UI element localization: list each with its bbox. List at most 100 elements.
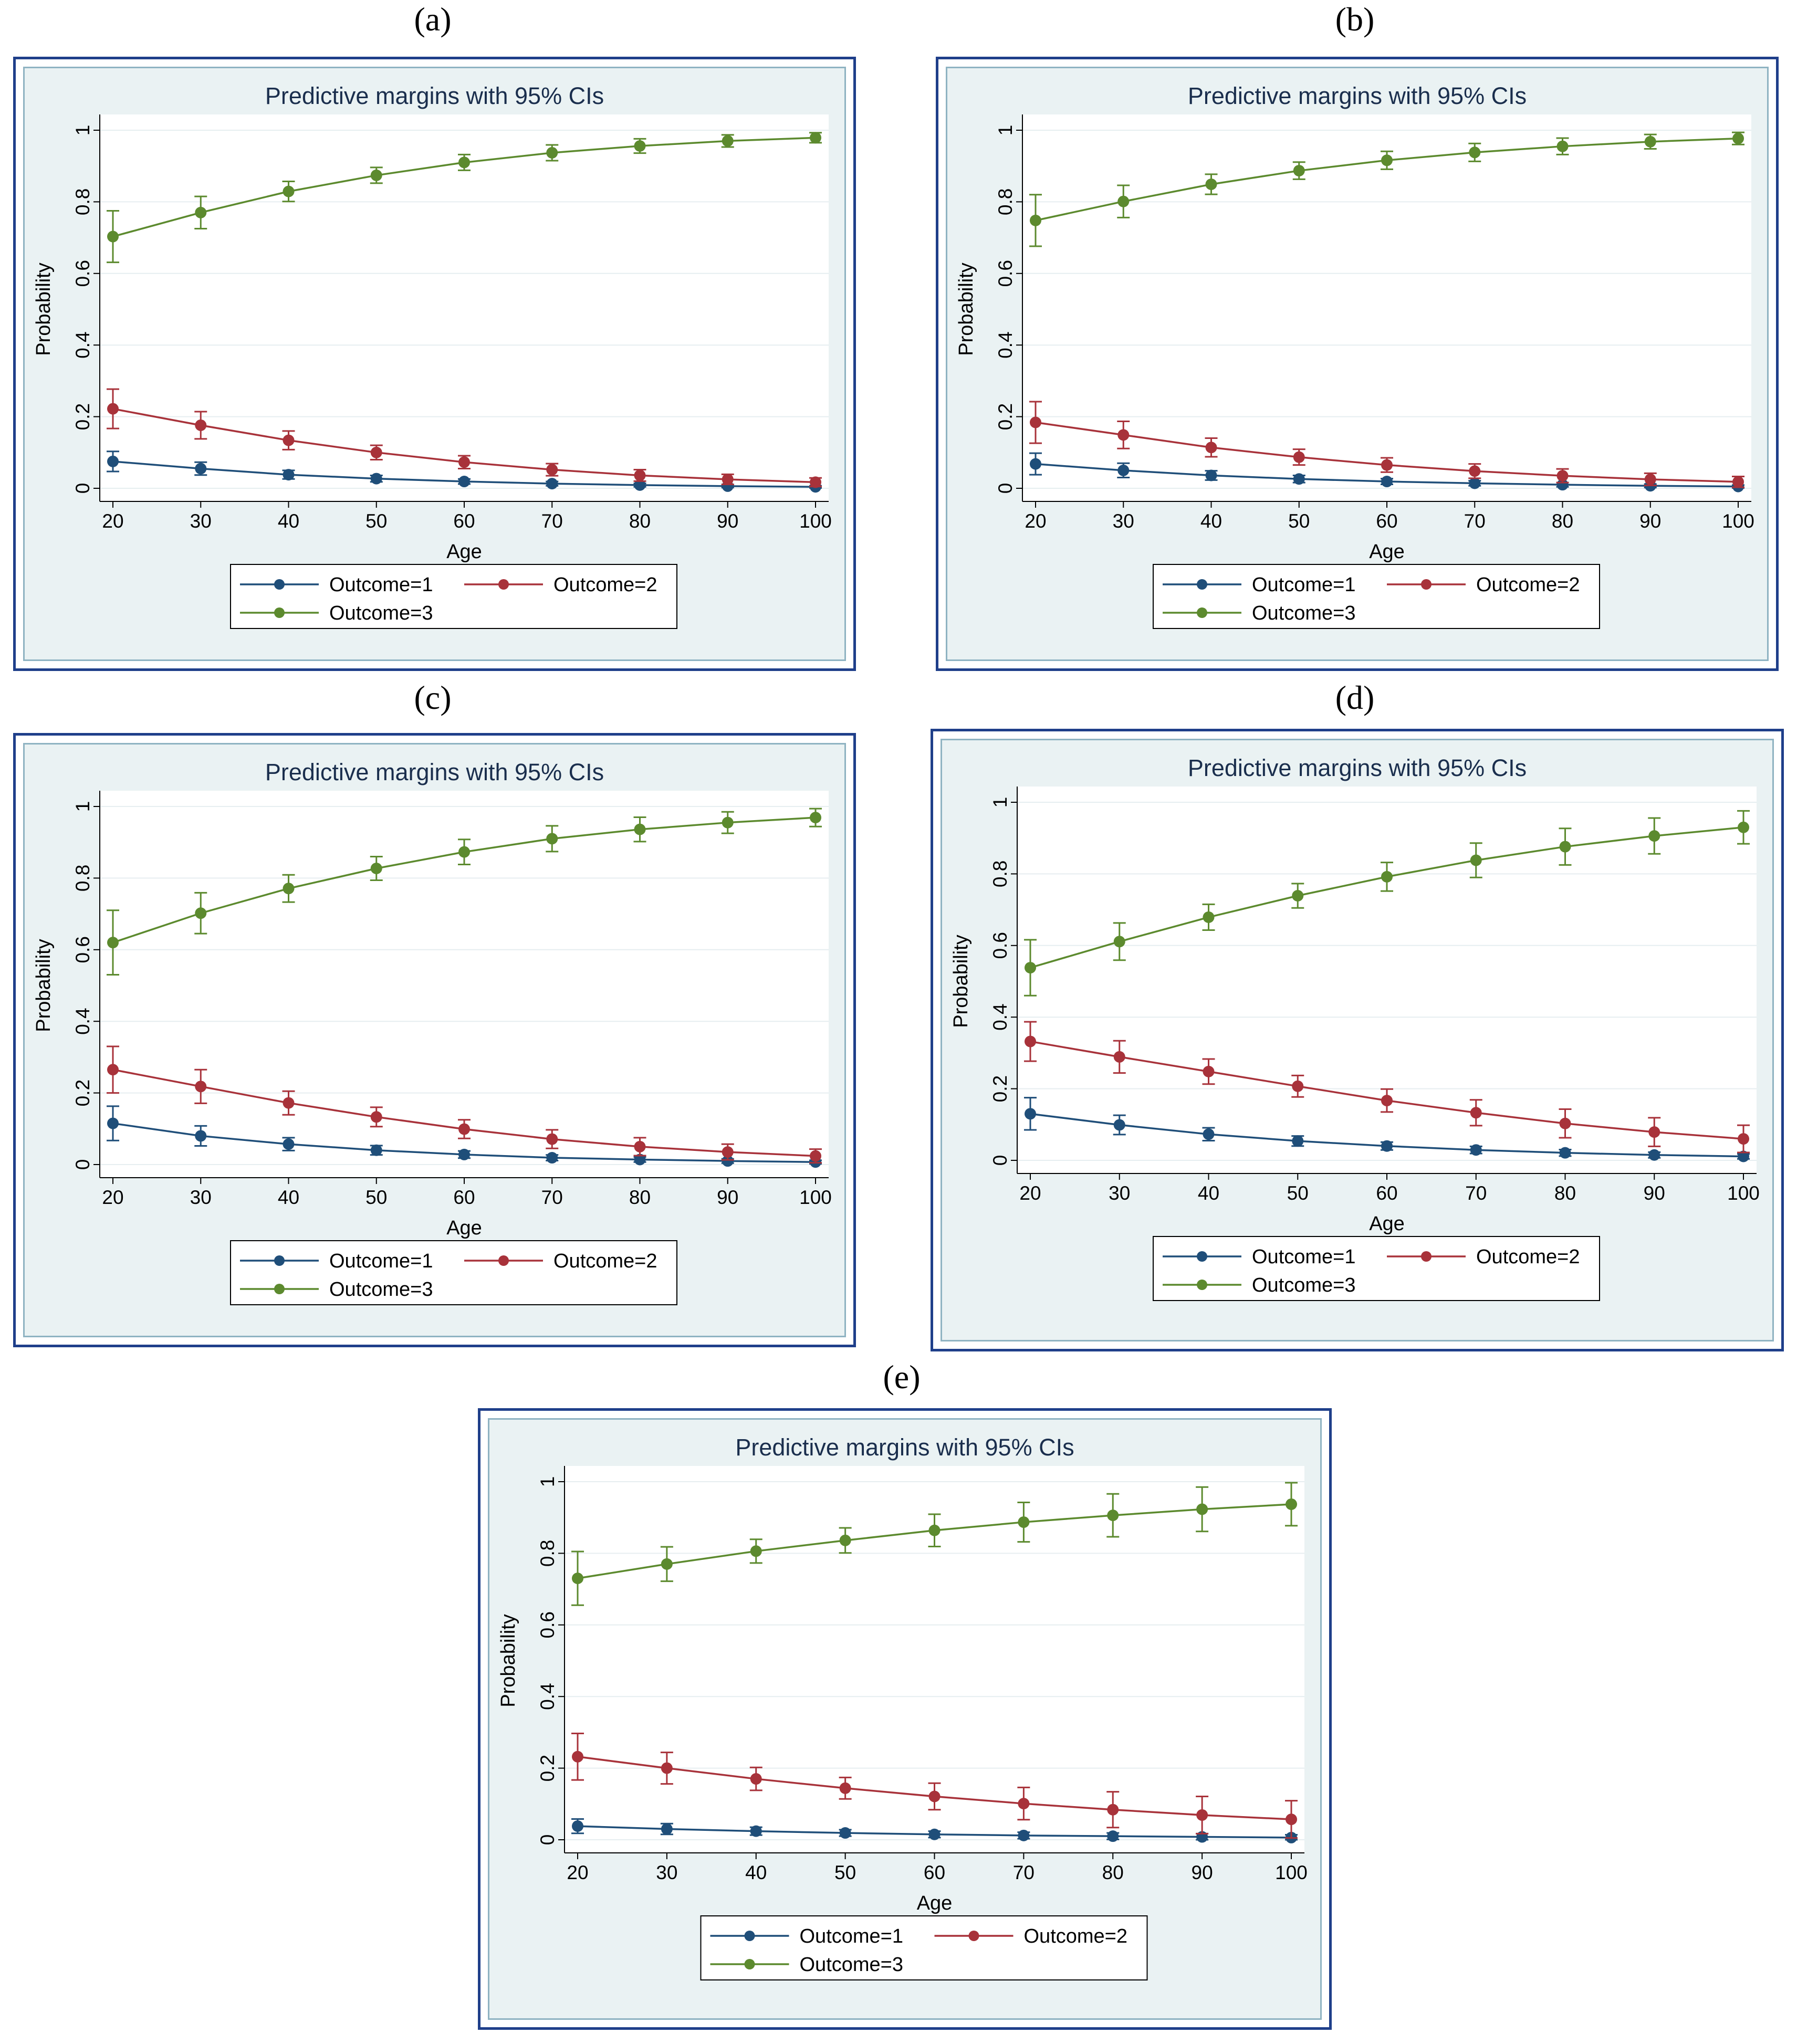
y-axis-title: Probability xyxy=(497,1614,519,1707)
data-point xyxy=(1469,477,1481,489)
data-point xyxy=(810,476,821,488)
x-tick-label: 40 xyxy=(745,1862,767,1883)
legend-label: Outcome=1 xyxy=(329,574,433,596)
x-tick-label: 20 xyxy=(102,510,123,532)
y-tick-label: 0.8 xyxy=(72,188,93,215)
series-2 xyxy=(1024,1021,1750,1154)
data-point xyxy=(1381,1140,1393,1152)
data-point xyxy=(1292,1080,1304,1092)
panel-label-d: (d) xyxy=(1335,679,1375,716)
legend-label: Outcome=3 xyxy=(329,602,433,624)
data-point xyxy=(722,1146,734,1158)
legend-marker xyxy=(744,1931,755,1941)
legend-marker xyxy=(1421,579,1432,590)
legend-item-2: Outcome=2 xyxy=(464,574,657,596)
y-tick-label: 0.6 xyxy=(995,260,1016,287)
legend-label: Outcome=3 xyxy=(800,1954,904,1976)
plot-region xyxy=(100,114,829,501)
legend-label: Outcome=1 xyxy=(329,1250,433,1272)
chart-panel-e: Predictive margins with 95% CIs 0 0.2 0.4 0.… xyxy=(478,1408,1332,2030)
series-1 xyxy=(107,1105,822,1168)
legend-item-1: Outcome=1 xyxy=(240,1250,433,1272)
data-point xyxy=(1286,1814,1297,1826)
y-tick-label: 0.8 xyxy=(995,188,1016,215)
data-point xyxy=(1381,459,1393,471)
data-point xyxy=(1293,473,1305,485)
data-point xyxy=(1381,476,1393,488)
legend-item-2: Outcome=2 xyxy=(1387,574,1580,596)
x-tick-label: 30 xyxy=(190,510,212,532)
legend-label: Outcome=2 xyxy=(553,1250,657,1272)
y-tick-label: 0.4 xyxy=(72,331,93,358)
data-point xyxy=(107,1117,119,1129)
data-point xyxy=(283,434,295,446)
data-point xyxy=(750,1545,762,1557)
x-tick-label: 50 xyxy=(365,1187,387,1208)
x-tick-label: 60 xyxy=(1376,1182,1397,1204)
data-point xyxy=(283,469,295,481)
x-tick-label: 20 xyxy=(567,1862,588,1883)
data-point xyxy=(458,1123,470,1135)
data-point xyxy=(572,1573,583,1585)
chart-panel-d: Predictive margins with 95% CIs 0 0.2 0.4 0.… xyxy=(931,729,1784,1351)
legend-label: Outcome=2 xyxy=(1476,1246,1580,1268)
y-axis-title: Probability xyxy=(33,263,55,355)
panel-label-a: (a) xyxy=(414,1,452,38)
legend-box xyxy=(230,564,677,629)
data-point xyxy=(283,1138,295,1150)
data-point xyxy=(107,1064,119,1076)
x-tick-label: 80 xyxy=(1552,510,1573,532)
legend-marker xyxy=(744,1959,755,1969)
data-point xyxy=(1381,1095,1393,1107)
data-point xyxy=(195,419,207,431)
legend-item-1: Outcome=1 xyxy=(240,574,433,596)
y-tick-label: 0 xyxy=(995,483,1016,494)
data-point xyxy=(1559,841,1571,853)
y-tick-label: 0.6 xyxy=(989,932,1011,959)
series-1 xyxy=(571,1818,1298,1843)
data-point xyxy=(546,464,558,476)
legend-item-1: Outcome=1 xyxy=(1163,1246,1356,1268)
data-point xyxy=(546,1133,558,1145)
data-point xyxy=(634,479,646,491)
x-tick-label: 90 xyxy=(1192,1862,1213,1883)
data-point xyxy=(839,1534,851,1546)
x-tick-label: 30 xyxy=(1109,1182,1130,1204)
y-tick-label: 0.2 xyxy=(72,403,93,430)
data-point xyxy=(661,1558,673,1570)
data-point xyxy=(1286,1498,1297,1510)
data-point xyxy=(750,1825,762,1837)
y-tick-label: 0.4 xyxy=(72,1008,93,1034)
data-point xyxy=(1113,1051,1125,1063)
x-axis-title: Age xyxy=(446,1217,482,1239)
x-tick-label: 30 xyxy=(190,1187,212,1208)
chart-svg: Predictive margins with 95% CIs 0 0.2 0.4 0.… xyxy=(950,754,1760,1301)
data-point xyxy=(458,1148,470,1160)
data-point xyxy=(1559,1117,1571,1129)
legend-label: Outcome=2 xyxy=(553,574,657,596)
data-point xyxy=(546,833,558,845)
y-tick-label: 0.4 xyxy=(995,331,1016,358)
series-3 xyxy=(107,132,822,264)
data-point xyxy=(195,206,207,218)
data-point xyxy=(1470,1144,1482,1156)
x-axis-title: Age xyxy=(1369,1213,1405,1235)
x-tick-label: 40 xyxy=(278,510,299,532)
x-tick-label: 20 xyxy=(102,1187,123,1208)
data-point xyxy=(546,1152,558,1164)
y-tick-label: 0 xyxy=(72,483,93,494)
series-3 xyxy=(571,1482,1298,1606)
legend-marker xyxy=(498,579,509,590)
x-tick-label: 100 xyxy=(1722,510,1754,532)
y-axis-title: Probability xyxy=(950,935,972,1028)
data-point xyxy=(810,1150,821,1162)
y-tick-label: 0.8 xyxy=(989,861,1011,887)
chart-title: Predictive margins with 95% CIs xyxy=(1188,82,1527,109)
x-tick-label: 50 xyxy=(365,510,387,532)
chart-svg: Predictive margins with 95% CIs 0 0.2 0.4 0.… xyxy=(497,1434,1308,1980)
y-tick-label: 1 xyxy=(989,797,1011,808)
data-point xyxy=(839,1782,851,1794)
data-point xyxy=(1025,1108,1036,1120)
x-tick-label: 50 xyxy=(1287,1182,1309,1204)
legend-item-3: Outcome=3 xyxy=(710,1954,904,1976)
